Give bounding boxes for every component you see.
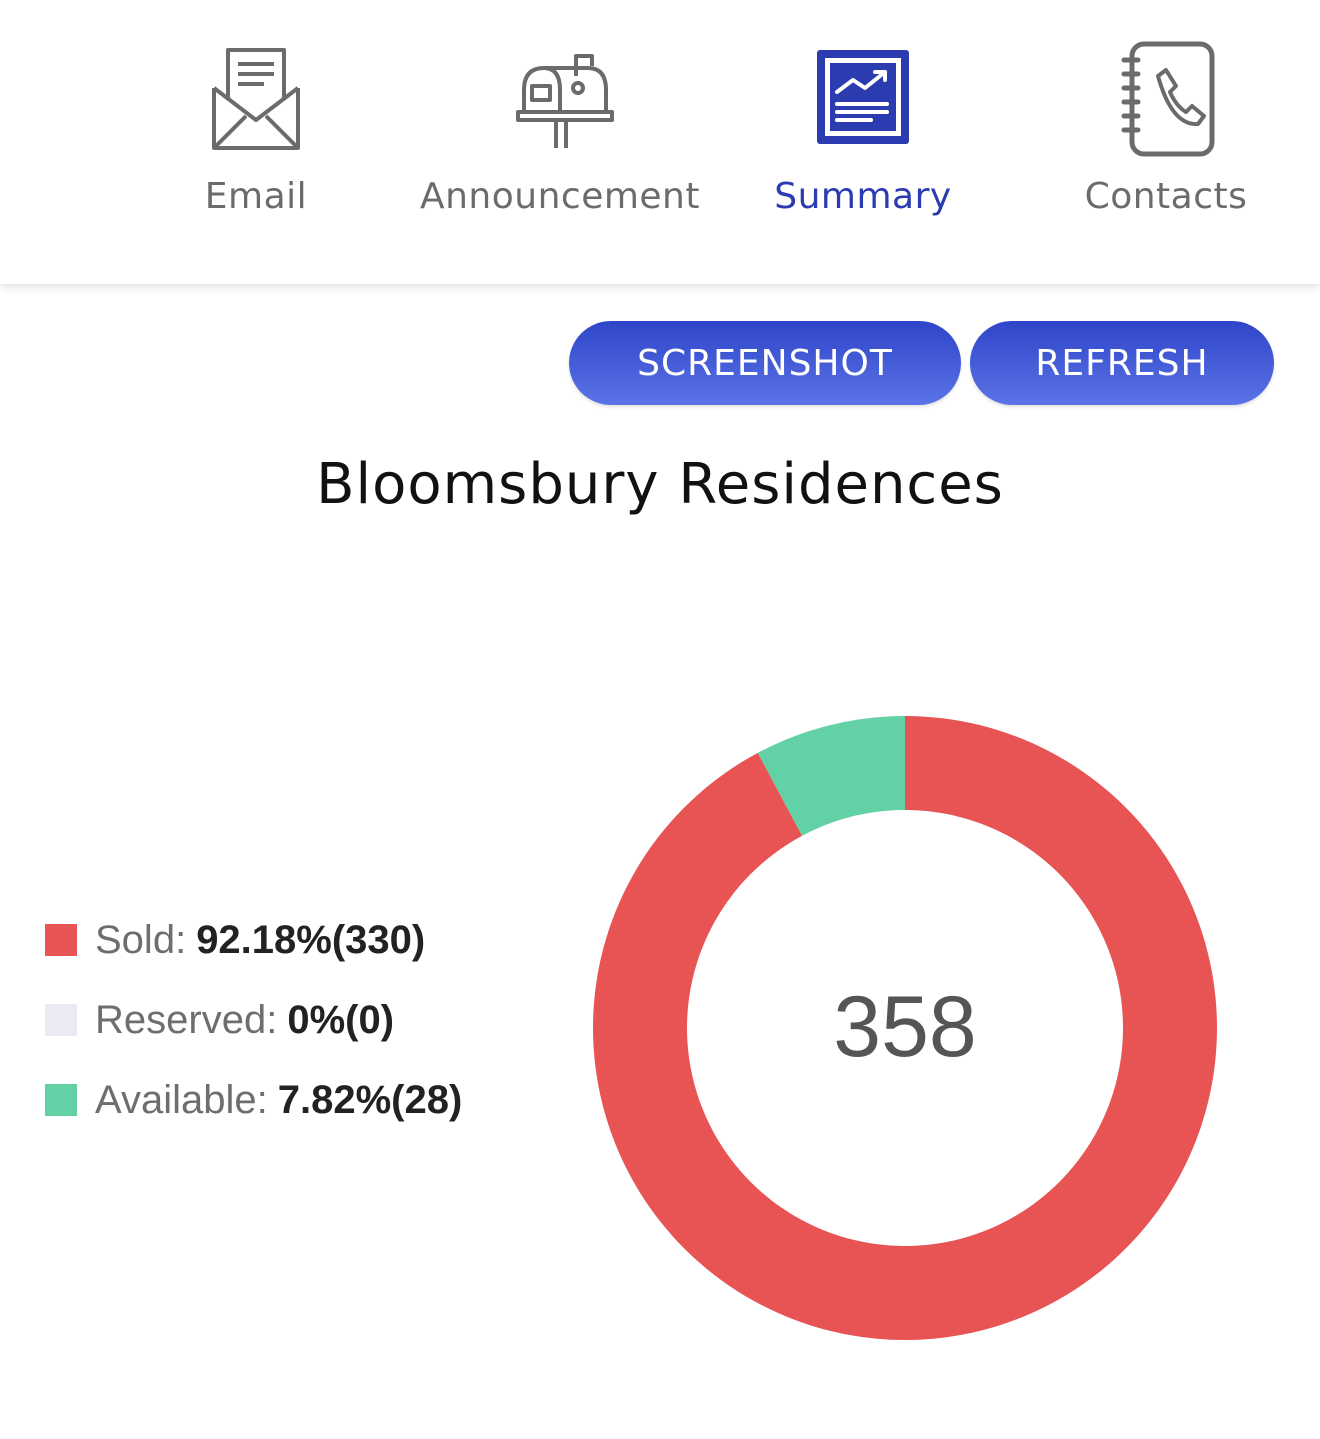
chart-title: Bloomsbury Residences <box>316 452 1004 517</box>
nav-label-announcement: Announcement <box>419 176 700 217</box>
donut-chart <box>585 708 1225 1348</box>
legend-item-reserved[interactable]: Reserved: 0%(0) <box>45 980 565 1060</box>
legend-swatch-reserved <box>45 1004 77 1036</box>
legend-label: Reserved <box>95 997 267 1042</box>
phone-book-icon <box>1106 40 1226 160</box>
legend-label: Sold <box>95 917 176 962</box>
nav-label-summary: Summary <box>774 176 952 217</box>
envelope-icon <box>196 40 316 160</box>
nav-item-announcement[interactable]: Announcement <box>410 0 710 284</box>
chart-legend: Sold: 92.18%(330) Reserved: 0%(0) Availa… <box>45 900 565 1140</box>
screenshot-button[interactable]: SCREENSHOT <box>569 321 961 405</box>
legend-item-available[interactable]: Available: 7.82%(28) <box>45 1060 565 1140</box>
nav-item-contacts[interactable]: Contacts <box>1016 0 1316 284</box>
donut-slice-sold[interactable] <box>593 716 1217 1340</box>
legend-swatch-sold <box>45 924 77 956</box>
chart-report-icon <box>803 40 923 160</box>
top-navigation: Email Announcement <box>0 0 1320 284</box>
legend-label: Available <box>95 1077 257 1122</box>
nav-label-contacts: Contacts <box>1084 176 1248 217</box>
refresh-button[interactable]: REFRESH <box>970 321 1274 405</box>
legend-value: 0%(0) <box>287 997 395 1042</box>
nav-label-email: Email <box>204 176 308 217</box>
legend-value: 92.18%(330) <box>196 917 426 962</box>
donut-total-value: 358 <box>833 979 977 1075</box>
nav-item-email[interactable]: Email <box>106 0 406 284</box>
legend-item-sold[interactable]: Sold: 92.18%(330) <box>45 900 565 980</box>
legend-value: 7.82%(28) <box>277 1077 463 1122</box>
nav-item-summary[interactable]: Summary <box>713 0 1013 284</box>
mailbox-icon <box>500 40 620 160</box>
legend-swatch-available <box>45 1084 77 1116</box>
donut-slice-available[interactable] <box>757 716 905 836</box>
